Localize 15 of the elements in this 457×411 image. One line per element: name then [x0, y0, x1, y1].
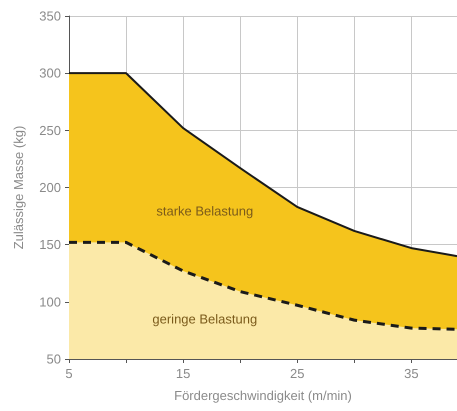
- x-tick-label: 25: [290, 366, 304, 381]
- x-axis-title: Fördergeschwindigkeit (m/min): [174, 388, 352, 403]
- y-tick-label: 150: [39, 237, 61, 252]
- y-tick-label: 250: [39, 122, 61, 138]
- x-tick-label: 35: [404, 366, 419, 381]
- series-label: starke Belastung: [156, 204, 254, 219]
- y-tick-label: 200: [39, 180, 61, 195]
- x-tick-label: 5: [65, 366, 73, 381]
- series-label: geringe Belastung: [152, 311, 258, 326]
- x-tick-label: 15: [176, 366, 190, 381]
- y-tick-label: 350: [39, 8, 61, 24]
- y-tick-label: 50: [46, 352, 61, 366]
- y-axis-title: Zulässige Masse (kg): [11, 126, 26, 250]
- y-tick-label: 100: [39, 294, 61, 310]
- y-tick-label: 300: [39, 66, 61, 81]
